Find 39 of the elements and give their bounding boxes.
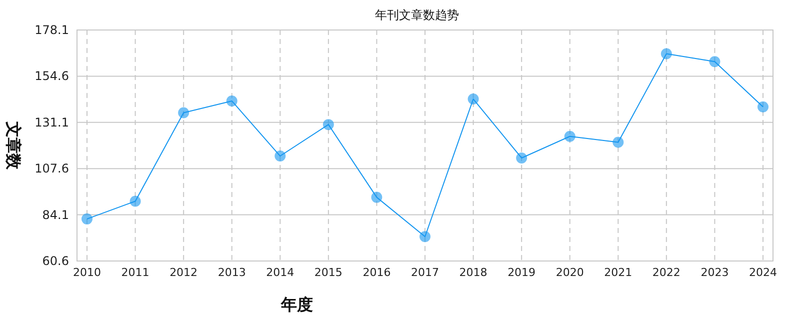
x-tick-label: 2020 <box>556 266 584 279</box>
point <box>612 136 624 148</box>
x-tick-label: 2024 <box>749 266 777 279</box>
point <box>130 196 141 207</box>
x-axis-title: 年度 <box>280 295 313 314</box>
chart-title: 年刊文章数趋势 <box>375 8 459 22</box>
y-tick-label: 178.1 <box>34 23 69 37</box>
x-tick-label: 2014 <box>266 266 294 279</box>
y-tick-label: 154.6 <box>34 69 69 84</box>
x-tick-label: 2010 <box>73 266 101 279</box>
point <box>758 101 768 112</box>
point <box>82 213 92 224</box>
point <box>371 192 382 203</box>
x-tick-label: 2018 <box>459 266 488 279</box>
y-tick-label: 60.6 <box>42 254 69 268</box>
y-tick-label: 131.1 <box>34 115 69 130</box>
x-tick-label: 2015 <box>314 266 342 279</box>
y-tick-label: 107.6 <box>34 162 69 176</box>
x-tick-label: 2011 <box>121 266 150 279</box>
x-tick-label: 2012 <box>170 266 198 279</box>
point <box>420 231 430 242</box>
x-tick-label: 2023 <box>700 266 729 279</box>
x-tick-label: 2017 <box>411 266 439 279</box>
x-tick-label: 2022 <box>652 266 680 279</box>
y-tick-label: 84.1 <box>42 208 69 222</box>
x-tick-label: 2016 <box>362 266 391 279</box>
point <box>274 150 286 162</box>
point <box>564 130 576 142</box>
point <box>516 152 528 164</box>
x-tick-label: 2013 <box>218 266 246 279</box>
point <box>322 119 334 130</box>
point <box>178 107 190 118</box>
x-tick-label: 2021 <box>604 266 632 279</box>
point <box>709 56 720 68</box>
point <box>468 94 479 105</box>
x-tick-label: 2019 <box>508 266 536 279</box>
point <box>226 95 238 106</box>
point <box>660 48 672 60</box>
y-axis-title: 文章数 <box>4 120 23 170</box>
